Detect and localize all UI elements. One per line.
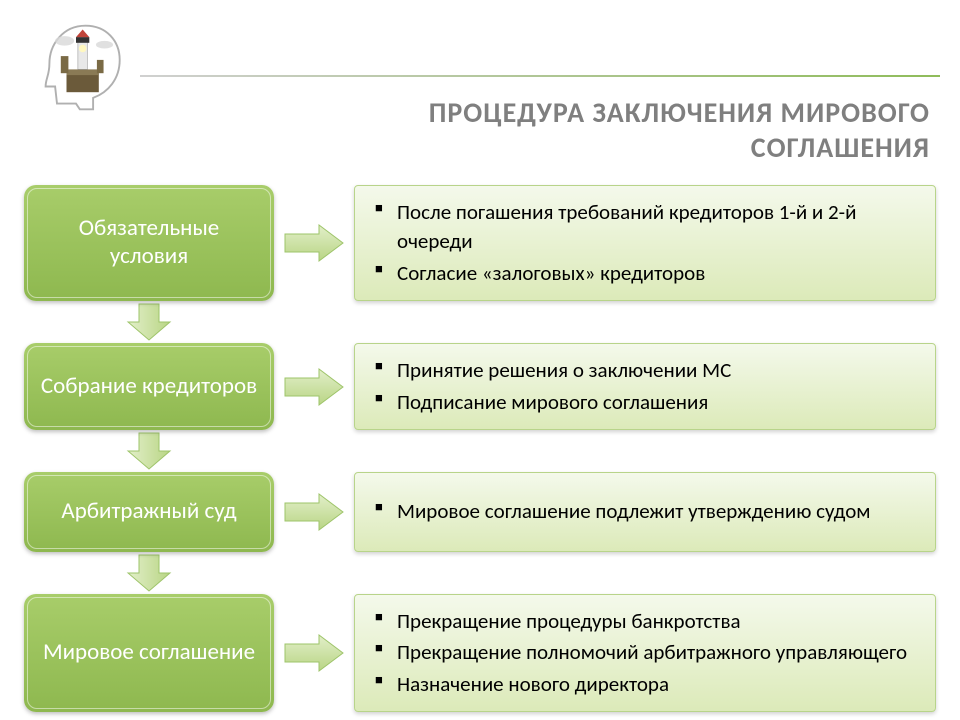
- stage-box: Собрание кредиторов: [24, 343, 274, 430]
- description-box: Принятие решения о заключении МС Подписан…: [354, 343, 936, 430]
- flow-diagram: Обязательные условия После погашения тре…: [24, 185, 936, 712]
- description-item: Согласие «залоговых» кредиторов: [371, 259, 919, 288]
- stage-label: Обязательные условия: [38, 215, 260, 270]
- description-box: Мировое соглашение подлежит утверждению …: [354, 472, 936, 552]
- flow-row: Мировое соглашение Прекращение процедуры…: [24, 594, 936, 712]
- flow-row: Обязательные условия После погашения тре…: [24, 185, 936, 301]
- stage-label: Арбитражный суд: [61, 498, 236, 526]
- arrow-right-icon: [274, 185, 354, 301]
- stage-label: Собрание кредиторов: [41, 373, 257, 401]
- description-item: Назначение нового директора: [371, 670, 919, 699]
- description-box: После погашения требований кредиторов 1-…: [354, 185, 936, 301]
- description-item: Прекращение полномочий арбитражного упра…: [371, 638, 919, 667]
- arrow-right-icon: [274, 594, 354, 712]
- stage-label: Мировое соглашение: [43, 639, 255, 667]
- arrow-right-icon: [274, 343, 354, 430]
- stage-box: Мировое соглашение: [24, 594, 274, 712]
- description-item: После погашения требований кредиторов 1-…: [371, 198, 919, 257]
- header-divider: [140, 75, 940, 77]
- arrow-down-icon: [24, 552, 274, 594]
- arrow-down-icon: [24, 301, 274, 343]
- description-item: Прекращение процедуры банкротства: [371, 607, 919, 636]
- arrow-down-icon: [24, 430, 274, 472]
- flow-row: Собрание кредиторов Принятие решения о з…: [24, 343, 936, 430]
- flow-row: Арбитражный суд Мировое соглашение подле…: [24, 472, 936, 552]
- description-item: Принятие решения о заключении МС: [371, 356, 919, 385]
- title-line-2: СОГЛАШЕНИЯ: [429, 130, 930, 165]
- arrow-right-icon: [274, 472, 354, 552]
- description-box: Прекращение процедуры банкротстваПрекращ…: [354, 594, 936, 712]
- stage-box: Обязательные условия: [24, 185, 274, 301]
- page-title: ПРОЦЕДУРА ЗАКЛЮЧЕНИЯ МИРОВОГО СОГЛАШЕНИЯ: [429, 95, 930, 165]
- description-item: Подписание мирового соглашения: [371, 388, 919, 417]
- description-item: Мировое соглашение подлежит утверждению …: [371, 497, 919, 526]
- head-logo: [38, 20, 133, 115]
- title-line-1: ПРОЦЕДУРА ЗАКЛЮЧЕНИЯ МИРОВОГО: [429, 95, 930, 130]
- stage-box: Арбитражный суд: [24, 472, 274, 552]
